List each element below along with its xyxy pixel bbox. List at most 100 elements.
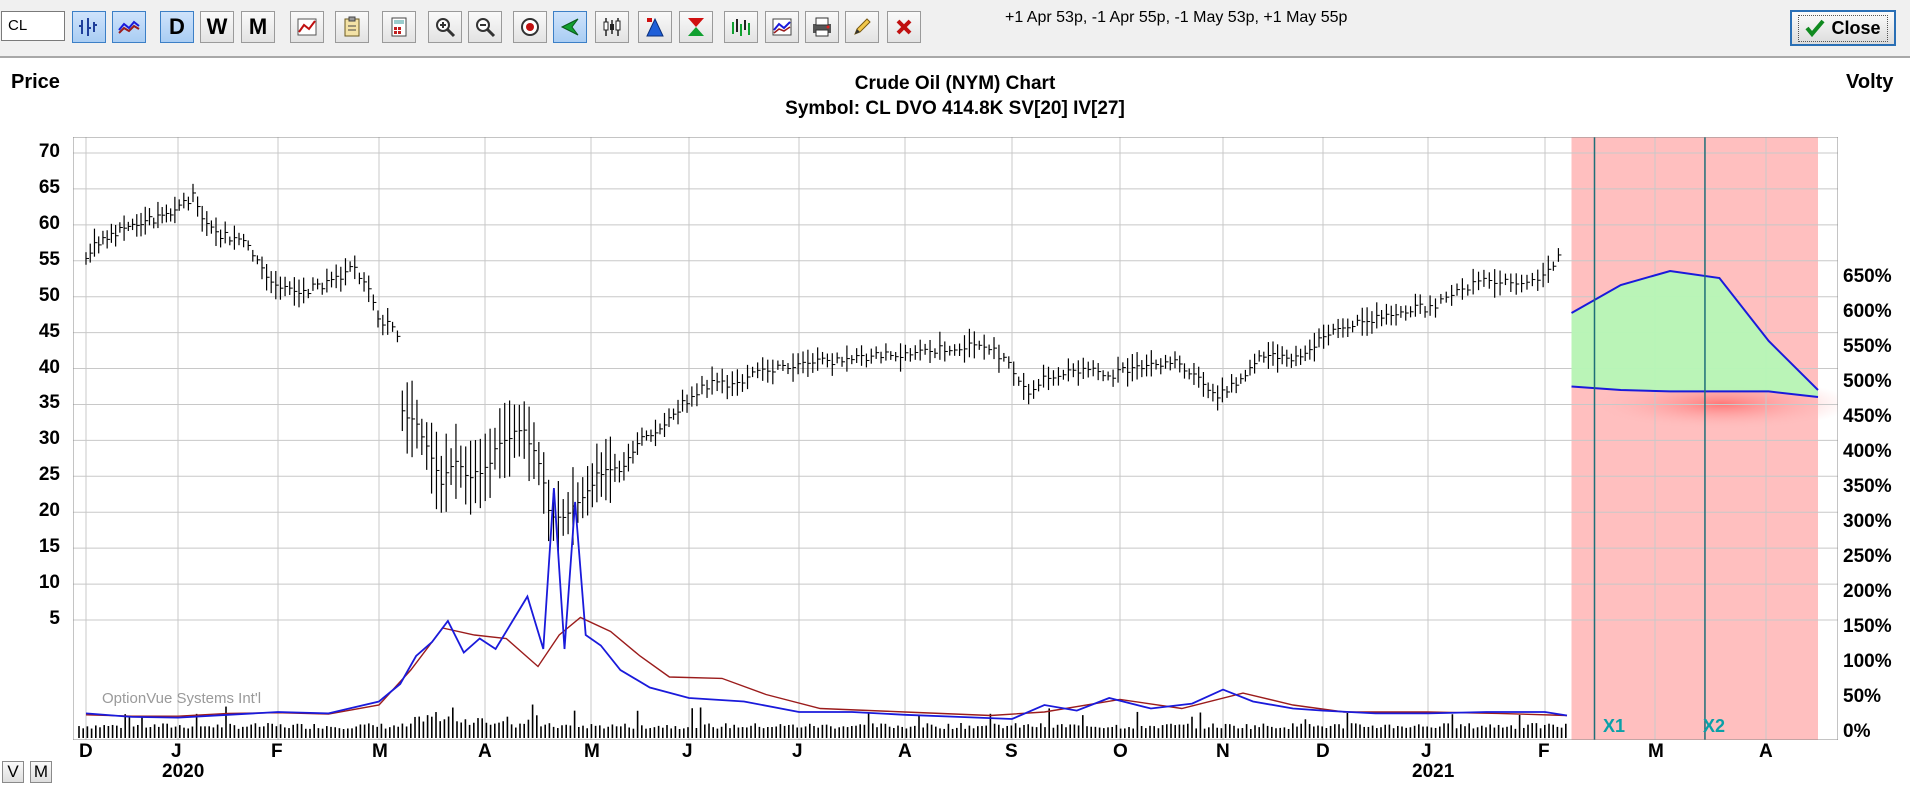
volatility-tick-label: 350% <box>1843 476 1892 497</box>
future-zone-fill <box>1571 137 1818 740</box>
month-tick-label: S <box>1005 741 1018 762</box>
clipboard-button[interactable] <box>335 11 369 43</box>
price-tick-label: 60 <box>38 212 60 234</box>
price-axis-title: Price <box>11 71 60 93</box>
period-monthly-button[interactable]: M <box>241 11 275 43</box>
profit-projection <box>1571 137 1819 740</box>
volatility-tick-label: 600% <box>1843 301 1892 322</box>
volatility-lines-button[interactable] <box>112 11 146 43</box>
indicator-bars-icon <box>732 19 750 36</box>
volatility-tick-label: 550% <box>1843 336 1892 357</box>
price-tick-label: 70 <box>38 141 60 162</box>
clipboard-icon <box>344 16 360 37</box>
month-tick-label: O <box>1113 741 1128 762</box>
period-weekly-button[interactable]: W <box>200 11 234 43</box>
volatility-tick-label: 250% <box>1843 546 1892 567</box>
month-tick-label: M <box>372 741 388 762</box>
volatility-tick-label: 100% <box>1843 651 1892 672</box>
toolbar: CL D W M <box>0 0 1910 58</box>
bar-chart-icon <box>79 18 97 36</box>
month-tick-label: J <box>171 741 182 762</box>
target-icon <box>521 18 539 36</box>
close-icon <box>896 19 912 35</box>
month-tick-label: J <box>682 741 693 762</box>
price-tick-label: 40 <box>38 356 60 378</box>
month-tick-label: J <box>1421 741 1432 762</box>
month-tick-label: A <box>478 741 492 762</box>
study-chart-button[interactable] <box>765 11 799 43</box>
symbol-input[interactable]: CL <box>1 11 65 41</box>
watermark: OptionVue Systems Int'l <box>102 690 262 707</box>
month-tick-label: A <box>1759 741 1773 762</box>
x1-marker[interactable]: X1 <box>1603 716 1626 736</box>
calculator-button[interactable] <box>382 11 416 43</box>
pencil-icon <box>854 18 871 35</box>
plot-area <box>73 137 1838 740</box>
triangle-chart-icon <box>646 17 664 37</box>
volatility-tick-label: 300% <box>1843 511 1892 532</box>
price-tick-label: 65 <box>38 176 60 198</box>
study-chart-icon <box>772 18 792 36</box>
position-description: +1 Apr 53p, -1 Apr 55p, -1 May 53p, +1 M… <box>1005 9 1348 26</box>
period-daily-button[interactable]: D <box>160 11 194 43</box>
profit-area <box>1571 271 1818 397</box>
price-tick-label: 5 <box>49 608 60 629</box>
volatility-tick-label: 400% <box>1843 441 1892 462</box>
print-icon <box>813 17 831 37</box>
chart-title: Crude Oil (NYM) Chart <box>854 73 1056 94</box>
zoom-out-button[interactable] <box>468 11 502 43</box>
draw-line-button[interactable] <box>845 11 879 43</box>
hourglass-button[interactable] <box>679 11 713 43</box>
month-tick-label: F <box>1538 741 1550 762</box>
price-tick-label: 50 <box>38 284 60 306</box>
target-button[interactable] <box>513 11 547 43</box>
indicator-bars-button[interactable] <box>724 11 758 43</box>
bar-chart-mode-button[interactable] <box>72 11 106 43</box>
chart-grid-icon <box>297 18 317 36</box>
volume-toggle-button[interactable]: V <box>2 761 24 783</box>
volatility-tick-label: 50% <box>1843 686 1882 707</box>
close-button-label: Close <box>1831 17 1881 38</box>
blue-triangle-button[interactable] <box>638 11 672 43</box>
projection-lower-curve <box>1571 385 1819 398</box>
hourglass-icon <box>688 18 704 36</box>
price-tick-label: 25 <box>38 464 60 486</box>
year-label: 2020 <box>162 761 205 782</box>
print-button[interactable] <box>805 11 839 43</box>
year-label: 2021 <box>1412 761 1455 782</box>
price-tick-label: 35 <box>38 392 60 414</box>
pointer-mode-button[interactable] <box>553 11 587 43</box>
volatility-tick-label: 650% <box>1843 266 1892 287</box>
month-tick-label: D <box>79 741 93 762</box>
volatility-axis-title: Volty <box>1846 71 1894 93</box>
volatility-tick-label: 500% <box>1843 371 1892 392</box>
chart-settings-button[interactable] <box>290 11 324 43</box>
month-toggle-button[interactable]: M <box>30 761 52 783</box>
price-bars <box>85 183 1562 554</box>
volatility-tick-label: 0% <box>1843 721 1871 742</box>
volatility-lines-icon <box>118 20 140 34</box>
month-tick-label: A <box>898 741 912 762</box>
zoom-in-button[interactable] <box>428 11 462 43</box>
price-tick-label: 55 <box>38 248 60 270</box>
checkmark-icon <box>1805 19 1826 37</box>
price-volatility-chart[interactable] <box>73 137 1838 740</box>
price-tick-label: 10 <box>38 572 60 594</box>
volume-histogram <box>78 704 1567 738</box>
close-button[interactable]: Close <box>1790 10 1896 46</box>
month-tick-label: D <box>1316 741 1330 762</box>
price-tick-label: 30 <box>38 428 60 450</box>
month-tick-label: F <box>271 741 283 762</box>
delete-button[interactable] <box>887 11 921 43</box>
price-tick-label: 45 <box>38 320 60 342</box>
x2-marker[interactable]: X2 <box>1703 716 1726 736</box>
volatility-tick-label: 150% <box>1843 616 1892 637</box>
implied-volatility-line <box>85 487 1568 720</box>
chart-grid <box>73 137 1838 740</box>
month-tick-label: J <box>792 741 803 762</box>
chart-subtitle: Symbol: CL DVO 414.8K SV[20] IV[27] <box>785 98 1125 119</box>
volatility-lines <box>85 487 1568 720</box>
zoom-in-icon <box>436 18 456 38</box>
candlestick-button[interactable] <box>595 11 629 43</box>
volatility-tick-label: 200% <box>1843 581 1892 602</box>
